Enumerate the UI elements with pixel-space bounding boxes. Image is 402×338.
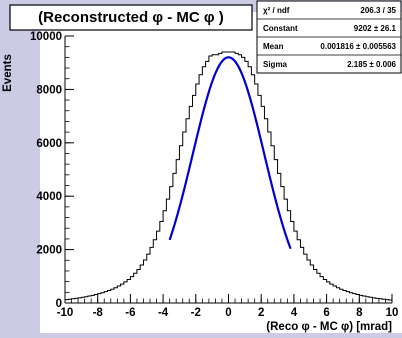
x-tick-label: -4: [158, 307, 169, 319]
title-box: (Reconstructed φ - MC φ ): [9, 4, 253, 31]
stats-row-label: χ² / ndf: [263, 6, 290, 15]
stats-row-label: Sigma: [263, 60, 288, 69]
x-tick-label: 0: [225, 307, 231, 319]
y-tick-label: 4000: [36, 191, 62, 203]
x-tick-label: -6: [125, 307, 135, 319]
x-axis-title: (Reco φ - MC φ) [mrad]: [266, 321, 392, 333]
stats-row-value: 2.185 ± 0.006: [347, 60, 396, 69]
stats-row-value: 0.001816 ± 0.005563: [320, 42, 396, 51]
x-tick-label: -2: [191, 307, 201, 319]
plot-content: [64, 51, 392, 303]
stats-row-value: 9202 ± 26.1: [354, 24, 397, 33]
x-tick-label: 2: [258, 307, 264, 319]
histogram-series: [64, 51, 392, 303]
x-tick-label: 4: [291, 307, 298, 319]
x-tick-label: 8: [356, 307, 363, 319]
stats-row-value: 206.3 / 35: [360, 6, 396, 15]
title-box-frame: [9, 4, 253, 31]
x-tick-label: -8: [93, 307, 104, 319]
y-tick-label: 8000: [36, 84, 62, 96]
chart-title: (Reconstructed φ - MC φ ): [38, 9, 224, 26]
stats-row-label: Mean: [263, 42, 284, 51]
stats-box: χ² / ndf 206.3 / 35 Constant 9202 ± 26.1 Mea…: [256, 0, 402, 74]
y-tick-label: 6000: [36, 138, 62, 150]
x-tick-label: -10: [57, 307, 74, 319]
y-tick-label: 0: [56, 298, 62, 310]
stats-row-label: Constant: [263, 24, 298, 33]
fit-curve: [168, 56, 292, 250]
y-axis-title: Events: [2, 54, 14, 92]
x-tick-label: 6: [323, 307, 329, 319]
y-tick-label: 10000: [30, 31, 62, 43]
axes: -10 -8 -6 -4 -2 0 2 4 6 8 10 0 2000 4000 6000 8000 10000: [30, 31, 398, 319]
x-tick-label: 10: [386, 307, 399, 319]
y-tick-label: 2000: [36, 245, 62, 257]
